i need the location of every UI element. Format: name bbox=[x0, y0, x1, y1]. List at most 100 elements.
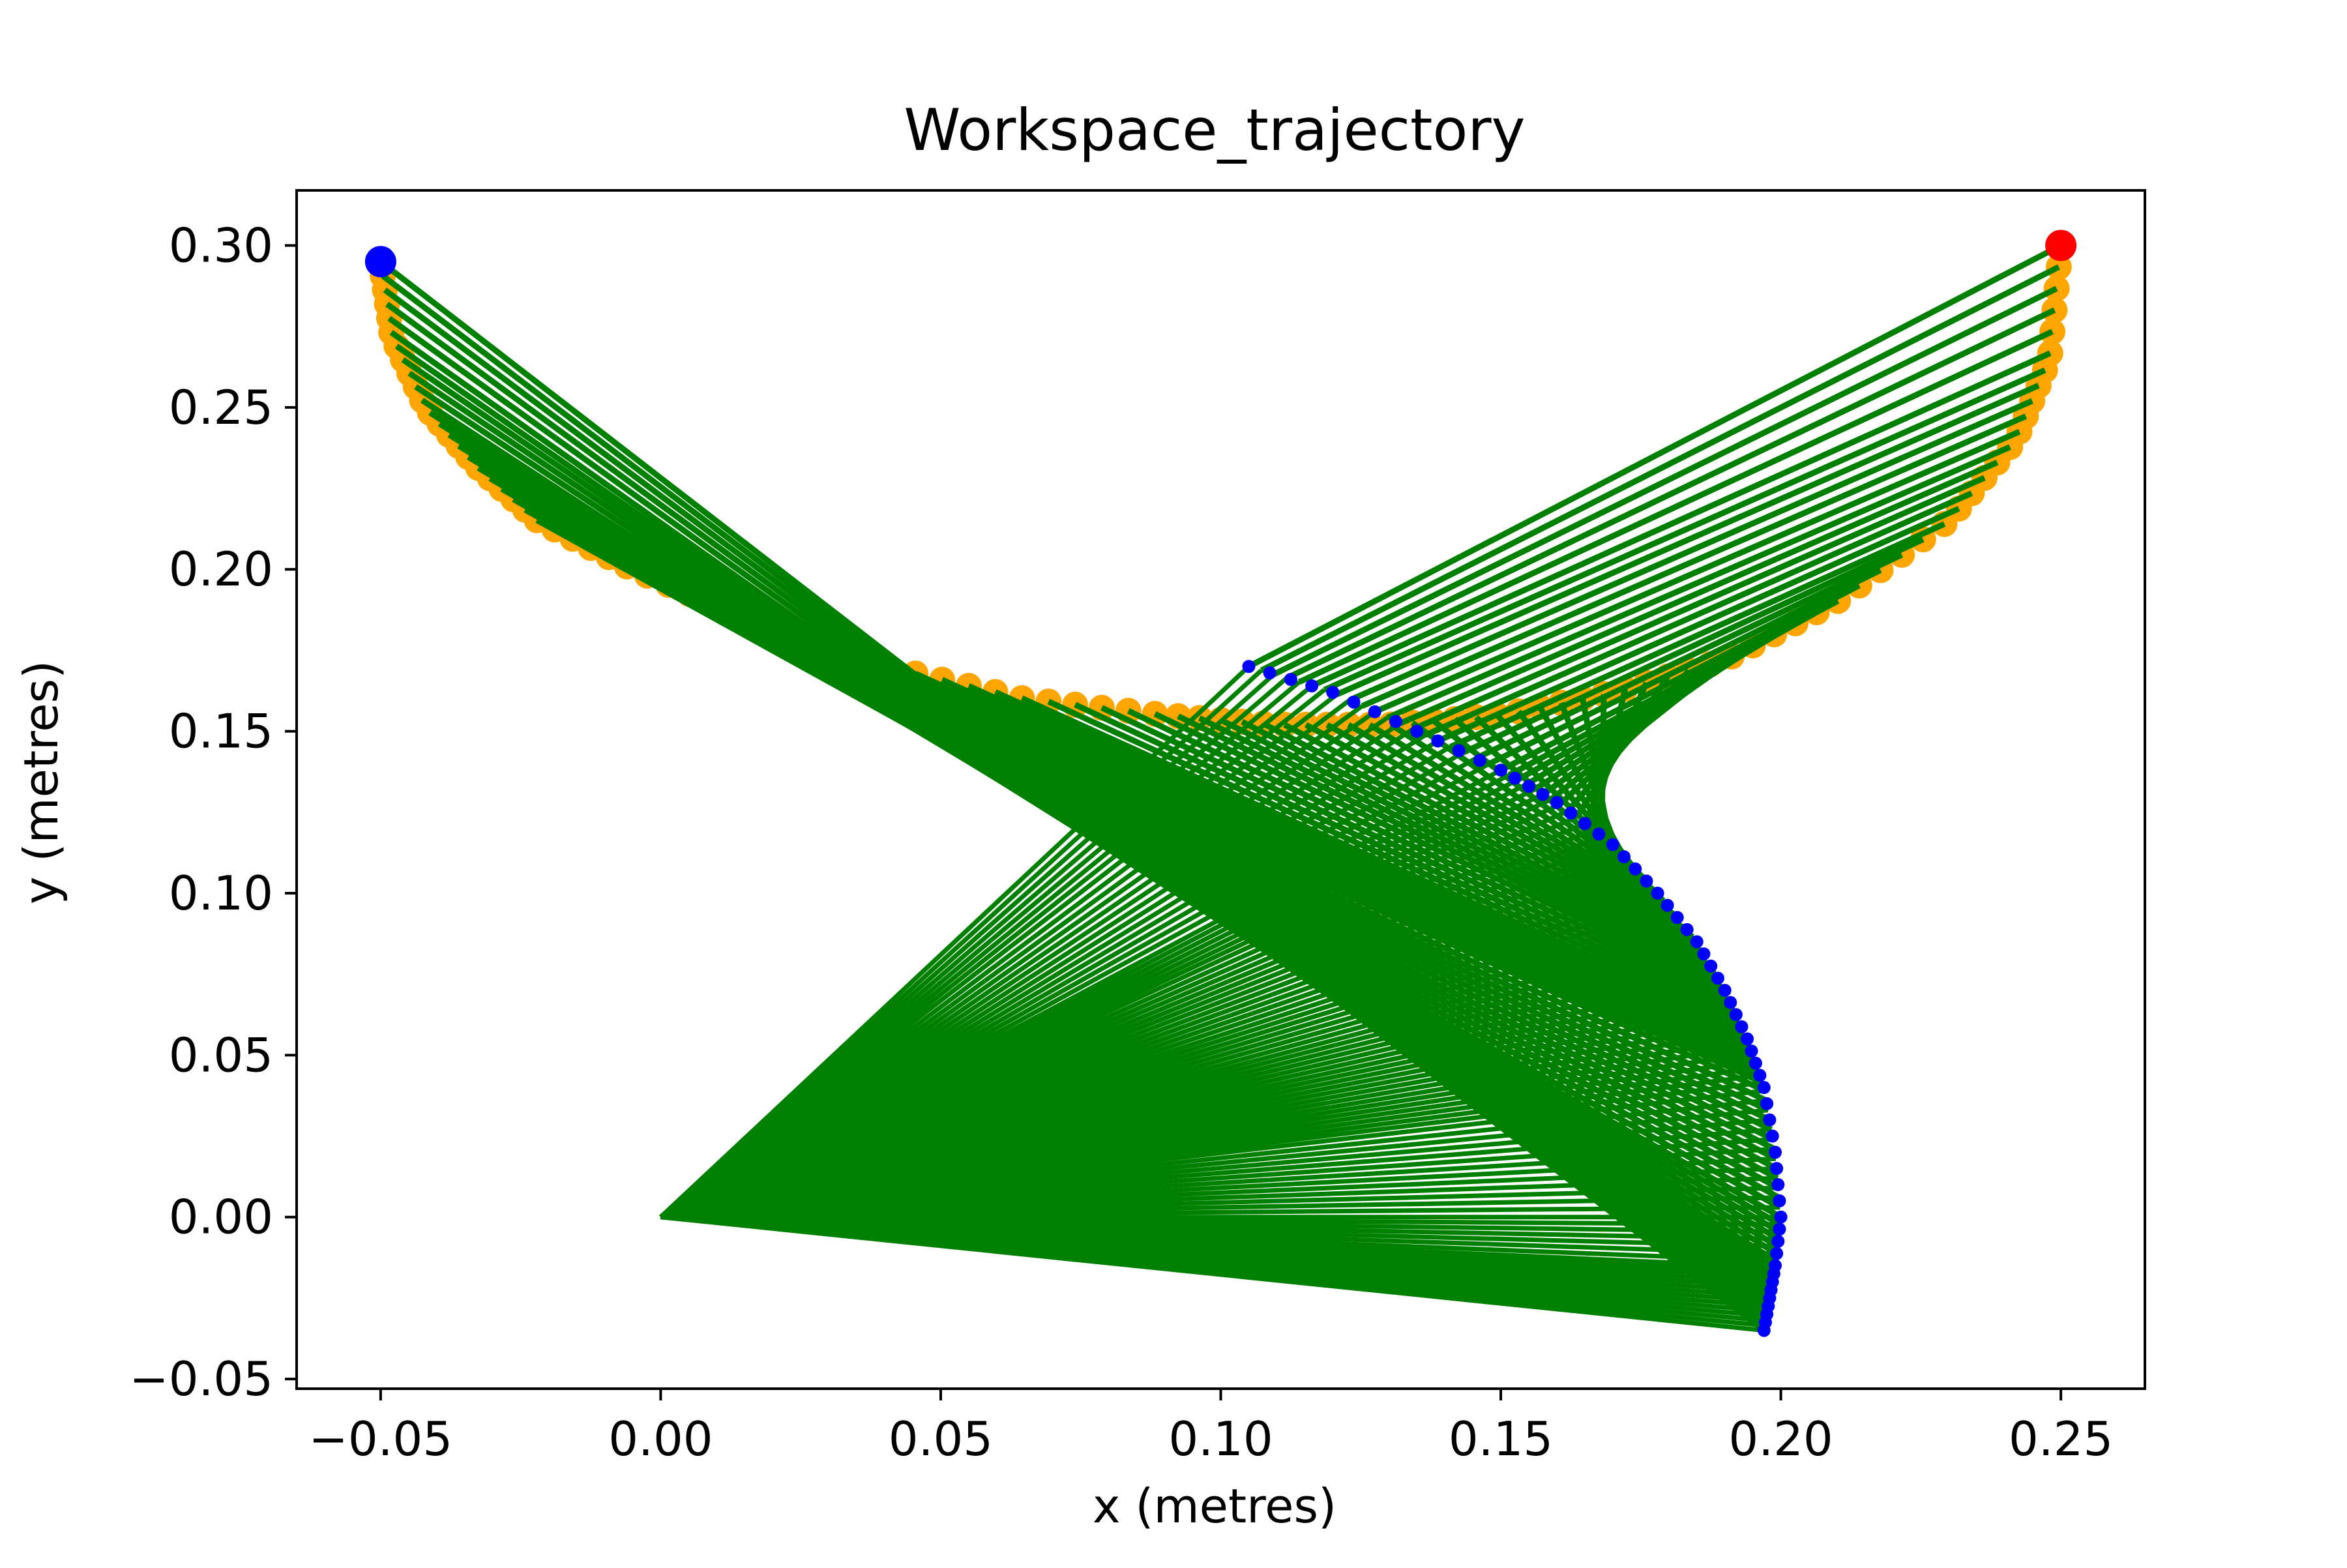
elbow-path-point bbox=[1305, 679, 1319, 693]
link-2-segment bbox=[1361, 413, 2028, 709]
x-tick-label: 0.20 bbox=[1728, 1412, 1833, 1466]
link-2-segment bbox=[1424, 490, 1973, 738]
elbow-path-point bbox=[1617, 850, 1631, 864]
elbow-path-point bbox=[1606, 838, 1619, 851]
link-2-segment bbox=[1310, 350, 2052, 689]
link-2-segment bbox=[1436, 505, 1960, 744]
y-tick-label: 0.15 bbox=[169, 704, 273, 759]
elbow-path-point bbox=[1711, 971, 1724, 985]
elbow-path-point bbox=[1629, 862, 1642, 876]
elbow-path-point bbox=[1771, 1234, 1785, 1248]
elbow-path-point bbox=[1670, 911, 1684, 925]
elbow-path-point bbox=[1757, 1324, 1771, 1337]
link-2-segment bbox=[1411, 475, 1986, 732]
y-tick-label: 0.25 bbox=[169, 380, 273, 435]
elbow-path-point bbox=[1774, 1210, 1788, 1224]
link-2-segment bbox=[1486, 567, 1882, 767]
elbow-path-point bbox=[1661, 898, 1674, 912]
x-tick-label: 0.25 bbox=[2009, 1412, 2113, 1466]
elbow-path-point bbox=[1771, 1178, 1785, 1192]
elbow-path-point bbox=[1757, 1081, 1771, 1095]
y-tick-label: −0.05 bbox=[129, 1352, 273, 1406]
x-axis-label: x (metres) bbox=[1093, 1479, 1336, 1533]
elbow-path-point bbox=[1749, 1056, 1762, 1070]
plot-area bbox=[295, 189, 2146, 1390]
link-2-segment bbox=[1260, 264, 2060, 673]
x-axis: −0.05 0.00 0.05 0.10 0.15 0.20 0.25 bbox=[309, 1389, 2113, 1466]
elbow-path-point bbox=[1690, 935, 1704, 949]
elbow-path-point bbox=[1741, 1032, 1754, 1046]
elbow-path-point bbox=[1769, 1146, 1782, 1159]
link-2-segment bbox=[1462, 537, 1925, 756]
link-2-segment bbox=[1449, 521, 1946, 750]
elbow-path-point bbox=[1704, 959, 1718, 973]
elbow-path-point bbox=[1550, 795, 1563, 809]
elbow-path-point bbox=[1680, 923, 1694, 936]
elbow-path-point bbox=[1773, 1222, 1786, 1236]
elbow-path-point bbox=[1410, 724, 1424, 738]
link-2-segment bbox=[1499, 583, 1861, 773]
link-1-segment bbox=[659, 664, 1250, 1219]
elbow-path-point bbox=[1697, 947, 1711, 961]
elbow-path-point bbox=[1745, 1044, 1758, 1058]
link-2-segment bbox=[1373, 428, 2021, 715]
link-2-segment bbox=[941, 677, 1751, 1049]
elbow-path-point bbox=[1452, 744, 1466, 758]
link-2-segment bbox=[1297, 329, 2054, 685]
elbow-path-point bbox=[1522, 780, 1535, 793]
end-effector-path-point bbox=[2039, 318, 2066, 345]
elbow-path-point bbox=[1718, 983, 1732, 997]
elbow-path-point bbox=[1284, 673, 1297, 687]
elbow-path-point bbox=[1753, 1069, 1767, 1082]
elbow-path-point bbox=[1242, 660, 1256, 673]
elbow-path-point bbox=[1431, 734, 1445, 748]
elbow-path-point bbox=[1389, 715, 1402, 728]
link-2-segment bbox=[1323, 367, 2046, 693]
link-2-segment bbox=[1348, 398, 2033, 703]
elbow-path-point bbox=[1536, 788, 1550, 801]
elbow-path-point bbox=[1508, 771, 1522, 785]
elbow-path-point bbox=[1640, 874, 1653, 888]
y-axis: −0.05 0.00 0.05 0.10 0.15 0.20 0.25 0.30 bbox=[129, 218, 297, 1406]
link-2-segment bbox=[1335, 383, 2040, 698]
link-2-segment bbox=[1398, 460, 1999, 726]
link-2-segment bbox=[1474, 552, 1904, 762]
y-tick-label: 0.10 bbox=[169, 866, 273, 921]
elbow-path-point bbox=[1368, 705, 1381, 718]
elbow-path-point bbox=[1473, 754, 1486, 767]
x-tick-label: −0.05 bbox=[309, 1412, 453, 1466]
elbow-path-point bbox=[1765, 1129, 1779, 1143]
end-marker bbox=[2045, 229, 2077, 261]
y-tick-label: 0.30 bbox=[169, 218, 273, 273]
elbow-path-point bbox=[1770, 1162, 1784, 1176]
elbow-path-point bbox=[1735, 1020, 1749, 1033]
elbow-path-point bbox=[1494, 763, 1508, 777]
x-tick-label: 0.10 bbox=[1168, 1412, 1273, 1466]
link-2-segment bbox=[1285, 307, 2056, 681]
elbow-path-point bbox=[1651, 886, 1664, 900]
elbow-path-point bbox=[1770, 1247, 1784, 1260]
x-tick-label: 0.15 bbox=[1449, 1412, 1553, 1466]
elbow-path-point bbox=[1763, 1113, 1777, 1127]
x-tick-label: 0.05 bbox=[889, 1412, 993, 1466]
link-2-segment bbox=[1386, 444, 2011, 720]
elbow-path-point bbox=[1729, 1008, 1743, 1022]
y-tick-label: 0.20 bbox=[169, 542, 273, 597]
elbow-path-point bbox=[1592, 827, 1606, 841]
link-2-segment bbox=[808, 637, 1764, 1086]
start-marker bbox=[364, 246, 396, 278]
elbow-path-point bbox=[1564, 806, 1578, 820]
elbow-path-point bbox=[1773, 1194, 1786, 1207]
link-2-segment bbox=[1507, 598, 1840, 778]
elbow-path-point bbox=[1760, 1097, 1774, 1110]
chart-title: Workspace_trajectory bbox=[904, 96, 1525, 164]
link-2-segment bbox=[1247, 243, 2063, 670]
elbow-path-point bbox=[1263, 666, 1277, 680]
elbow-path-point bbox=[1578, 817, 1591, 831]
y-axis-label: y (metres) bbox=[14, 660, 68, 904]
elbow-path-point bbox=[1326, 685, 1340, 699]
elbow-path-point bbox=[1347, 695, 1361, 709]
y-tick-label: 0.00 bbox=[169, 1190, 273, 1245]
